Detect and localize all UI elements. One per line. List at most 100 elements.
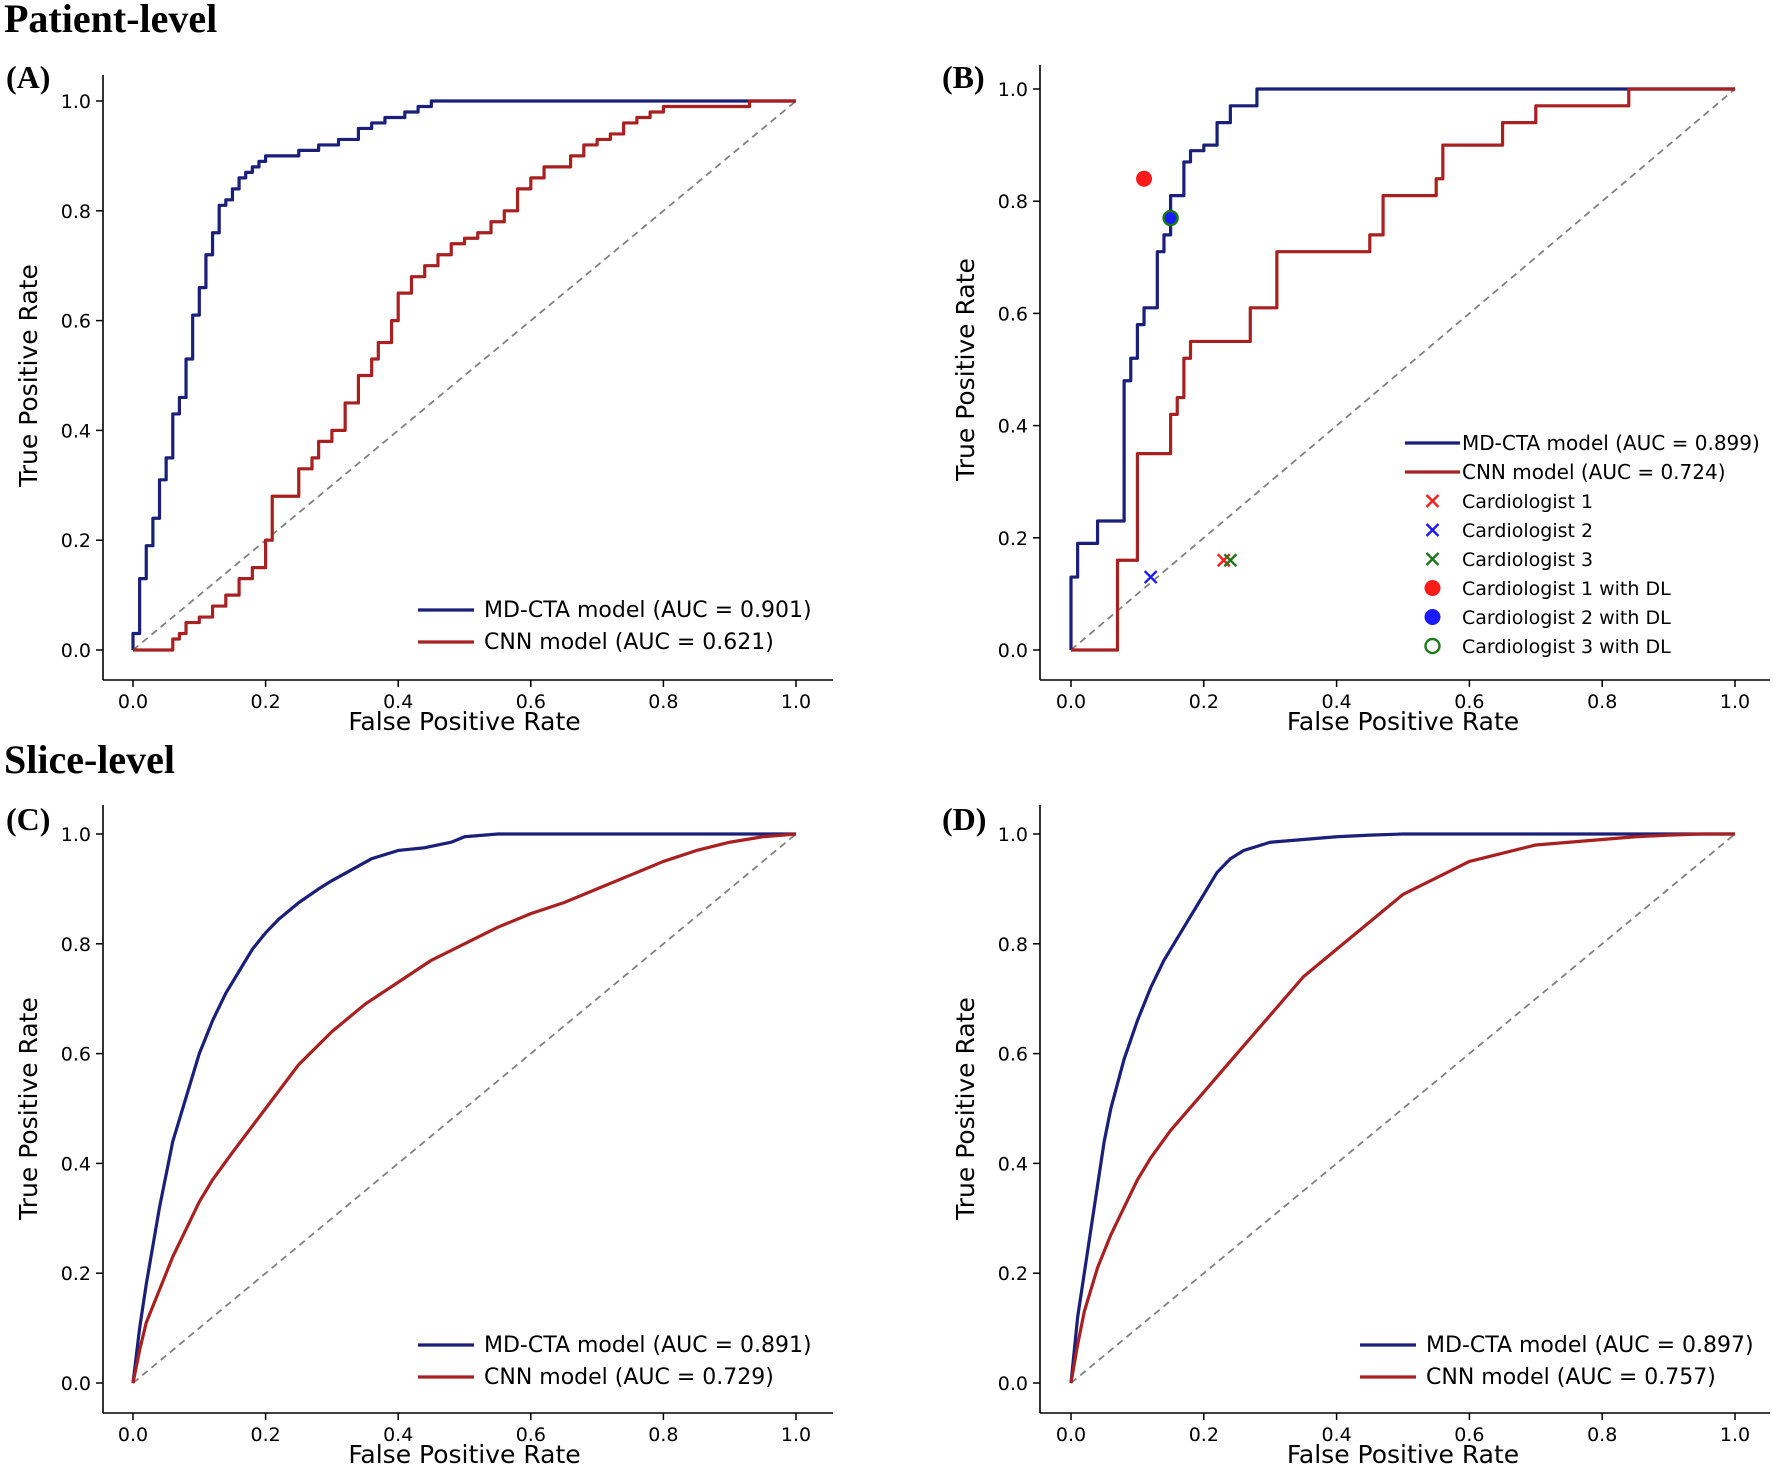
legend-label: MD-CTA model (AUC = 0.891)	[484, 1333, 812, 1358]
cnn-roc-curve	[131, 832, 797, 1384]
md-cta-roc-curve	[131, 832, 796, 1384]
md-cta-roc-curve	[131, 99, 796, 650]
chance-diagonal	[132, 100, 797, 651]
y-tick-label: 1.0	[998, 824, 1028, 846]
x-tick-label: 0.0	[118, 1424, 148, 1446]
panel-label: (D)	[942, 801, 986, 837]
legend: MD-CTA model (AUC = 0.899) CNN model (AUC…	[1405, 431, 1760, 658]
x-tick-label: 0.6	[1454, 691, 1484, 713]
y-axis-title: True Positive Rate	[14, 264, 43, 488]
y-tick-label: 0.4	[998, 416, 1028, 438]
section-title-slice-level: Slice-level	[4, 737, 175, 782]
chance-diagonal	[1070, 88, 1736, 651]
y-tick-label: 0.0	[998, 1373, 1028, 1395]
cardiologist-point-3	[1223, 553, 1238, 568]
y-tick-label: 0.8	[998, 191, 1028, 213]
legend-label: Cardiologist 3	[1462, 549, 1593, 571]
x-tick-label: 1.0	[1720, 1424, 1750, 1446]
y-tick-label: 1.0	[61, 824, 91, 846]
section-title-patient-level: Patient-level	[4, 0, 217, 41]
cardiologist-point-1	[1216, 553, 1231, 568]
legend-label: Cardiologist 2 with DL	[1462, 607, 1671, 629]
x-tick-label: 0.6	[1454, 1424, 1484, 1446]
roc-panel-1: (B) 0.0 0.2 0.4 0.6 0.8 1.0 0.0 0.2 0.4 0.6 0.8 1.0 F…	[942, 59, 1770, 736]
roc-panel-3: (D) 0.0 0.2 0.4 0.6 0.8 1.0 0.0 0.2 0.4 0.6 0.8 1.0 F…	[942, 801, 1770, 1468]
x-tick-label: 1.0	[1720, 691, 1750, 713]
x-tick-label: 0.2	[250, 691, 280, 713]
y-tick-label: 1.0	[998, 79, 1028, 101]
y-tick-label: 0.6	[61, 1044, 91, 1066]
y-tick-label: 0.6	[61, 311, 91, 333]
cnn-roc-curve	[133, 99, 796, 652]
x-tick-label: 0.4	[1321, 691, 1351, 713]
x-tick-label: 0.0	[1056, 1424, 1086, 1446]
cardiologist-point-5	[1162, 210, 1179, 227]
x-tick-label: 0.2	[1189, 1424, 1219, 1446]
x-axis-title: False Positive Rate	[348, 1440, 580, 1468]
chance-diagonal	[1070, 833, 1736, 1384]
x-tick-label: 0.6	[516, 691, 546, 713]
x-tick-label: 0.6	[516, 1424, 546, 1446]
legend-marker	[1424, 580, 1441, 596]
chance-diagonal	[132, 833, 797, 1384]
legend-marker	[1425, 552, 1440, 566]
y-axis-title: True Positive Rate	[951, 997, 980, 1221]
y-tick-label: 0.8	[61, 934, 91, 956]
y-tick-label: 1.0	[61, 91, 91, 113]
cardiologist-point-6	[1162, 209, 1179, 227]
y-tick-label: 0.4	[998, 1153, 1028, 1175]
x-tick-label: 0.8	[1587, 1424, 1617, 1446]
legend-label: Cardiologist 1 with DL	[1462, 578, 1671, 600]
legend-label: CNN model (AUC = 0.621)	[484, 630, 774, 655]
x-axis-title: False Positive Rate	[348, 707, 580, 736]
legend: MD-CTA model (AUC = 0.891) CNN model (AUC…	[418, 1333, 812, 1390]
legend-marker	[1424, 637, 1441, 655]
legend-label: MD-CTA model (AUC = 0.901)	[484, 598, 812, 623]
y-tick-label: 0.4	[61, 1153, 91, 1175]
x-tick-label: 0.8	[648, 691, 678, 713]
legend-label: Cardiologist 2	[1462, 520, 1593, 542]
cardiologist-point-2	[1143, 570, 1158, 584]
x-axis-title: False Positive Rate	[1287, 707, 1519, 736]
legend-label: MD-CTA model (AUC = 0.897)	[1426, 1333, 1754, 1358]
x-tick-label: 1.0	[781, 1424, 811, 1446]
cnn-roc-curve	[1071, 87, 1735, 652]
y-axis-title: True Positive Rate	[951, 258, 980, 482]
x-axis-title: False Positive Rate	[1287, 1440, 1519, 1468]
cnn-roc-curve	[1069, 832, 1735, 1384]
panel-label: (C)	[6, 801, 50, 837]
legend-label: CNN model (AUC = 0.757)	[1426, 1365, 1716, 1390]
x-tick-label: 0.8	[648, 1424, 678, 1446]
x-tick-label: 0.4	[383, 691, 413, 713]
y-tick-label: 0.4	[61, 420, 91, 442]
legend-marker	[1425, 494, 1440, 508]
y-tick-label: 0.8	[61, 201, 91, 223]
panel-label: (B)	[942, 59, 985, 95]
legend: MD-CTA model (AUC = 0.901) CNN model (AUC…	[418, 598, 812, 655]
x-tick-label: 0.4	[383, 1424, 413, 1446]
md-cta-roc-curve	[1069, 87, 1735, 650]
legend-label: Cardiologist 1	[1462, 491, 1593, 513]
y-tick-label: 0.6	[998, 1044, 1028, 1066]
y-tick-label: 0.8	[998, 934, 1028, 956]
legend-label: Cardiologist 3 with DL	[1462, 636, 1671, 658]
legend-marker	[1424, 609, 1441, 625]
y-axis-title: True Positive Rate	[14, 997, 43, 1221]
y-tick-label: 0.0	[61, 640, 91, 662]
x-tick-label: 0.2	[250, 1424, 280, 1446]
x-tick-label: 0.0	[118, 691, 148, 713]
cardiologist-point-4	[1136, 170, 1153, 187]
md-cta-roc-curve	[1069, 832, 1735, 1384]
legend-label: CNN model (AUC = 0.724)	[1462, 460, 1726, 484]
x-tick-label: 0.4	[1321, 1424, 1351, 1446]
y-tick-label: 0.2	[998, 528, 1028, 550]
y-tick-label: 0.2	[61, 530, 91, 552]
x-tick-label: 0.8	[1587, 691, 1617, 713]
x-tick-label: 1.0	[781, 691, 811, 713]
panel-label: (A)	[6, 59, 50, 95]
x-tick-label: 0.0	[1056, 691, 1086, 713]
y-tick-label: 0.0	[998, 640, 1028, 662]
x-tick-label: 0.2	[1189, 691, 1219, 713]
y-tick-label: 0.2	[998, 1263, 1028, 1285]
